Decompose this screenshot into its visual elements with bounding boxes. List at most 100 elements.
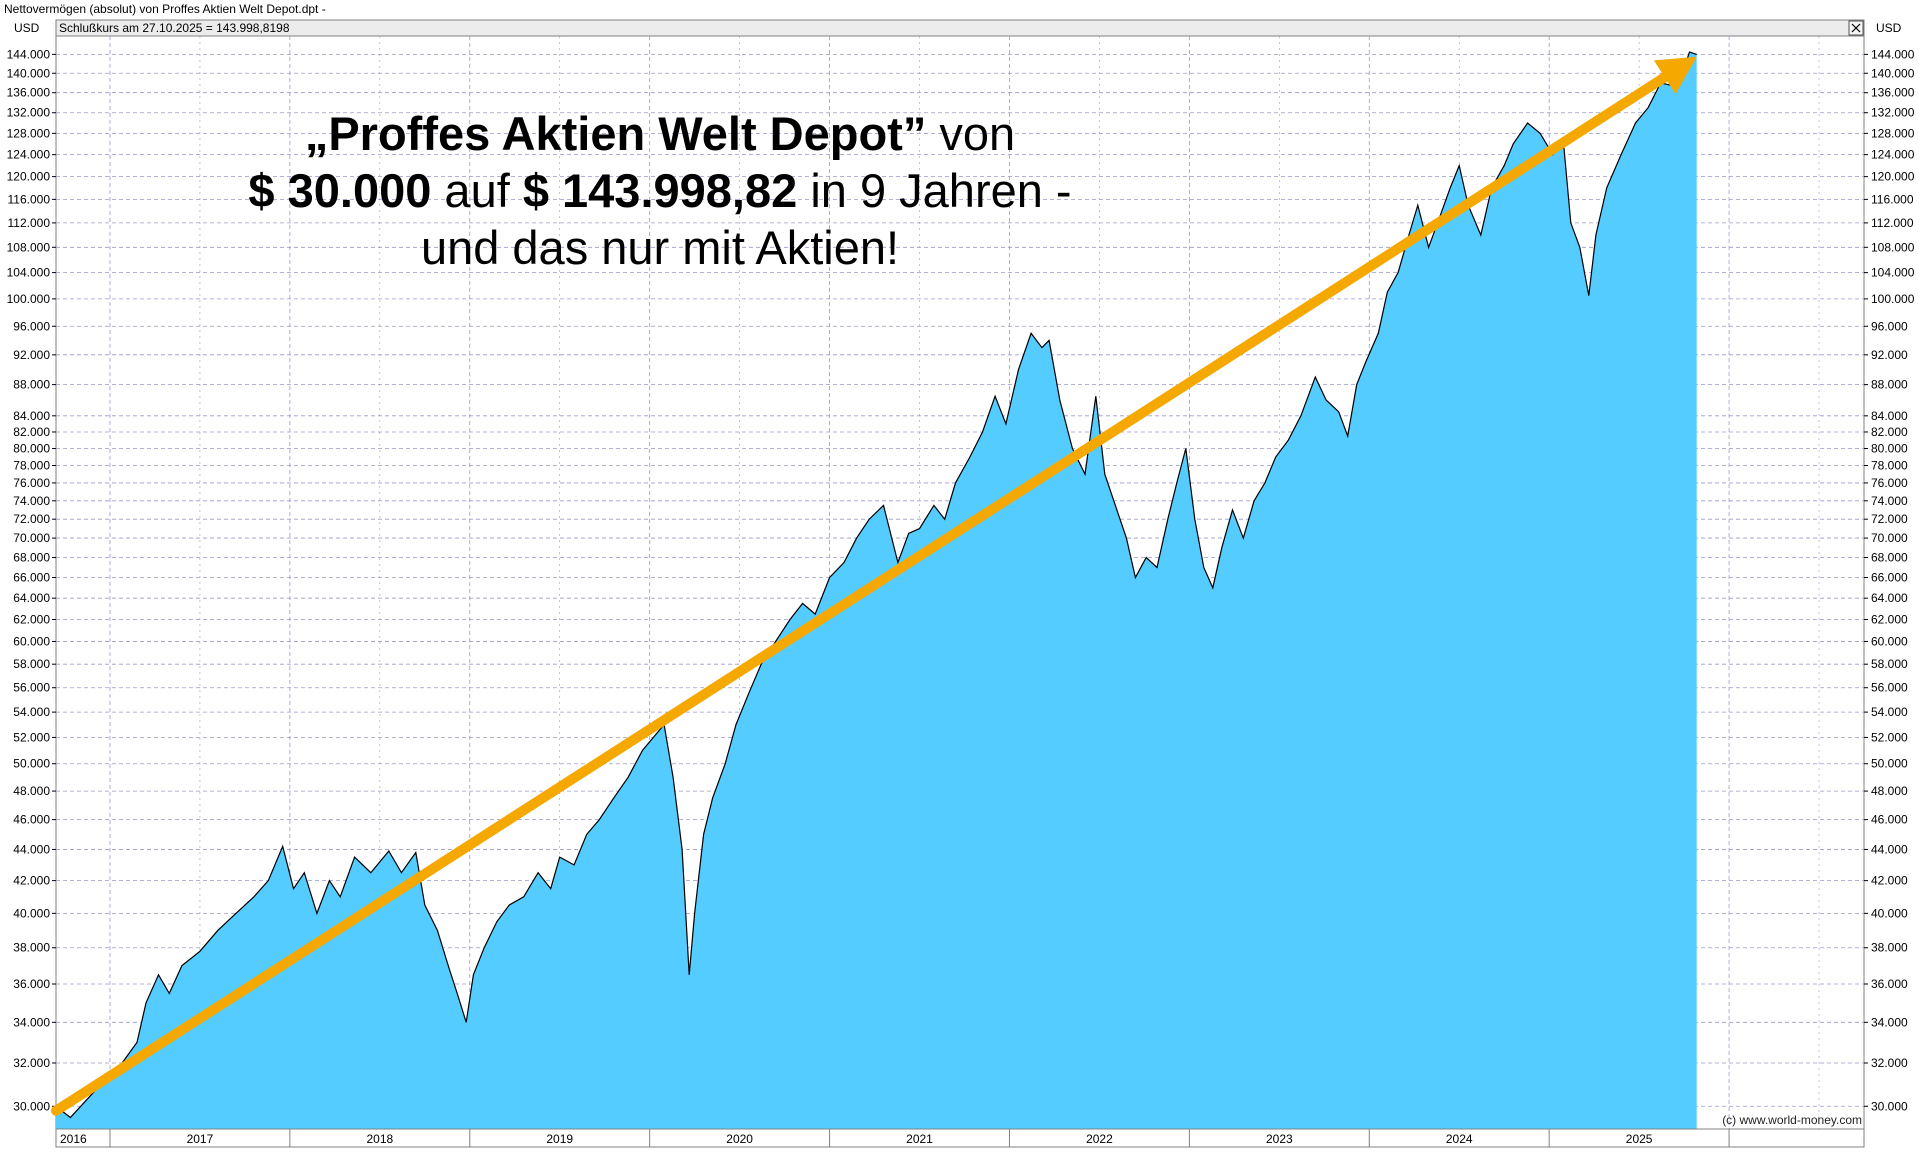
y-tick-label: 50.000 bbox=[13, 757, 50, 771]
y-tick-label: 124.000 bbox=[7, 148, 51, 162]
year-label: 2020 bbox=[726, 1132, 753, 1146]
y-tick-label: 82.000 bbox=[13, 425, 50, 439]
y-tick-label: 58.000 bbox=[13, 657, 50, 671]
y-tick-label: 96.000 bbox=[1871, 319, 1908, 333]
y-tick-label: 50.000 bbox=[1871, 757, 1908, 771]
window-title: Nettovermögen (absolut) von Proffes Akti… bbox=[4, 2, 326, 16]
series-area-fill bbox=[56, 52, 1697, 1129]
y-tick-label: 140.000 bbox=[7, 66, 51, 80]
year-label: 2018 bbox=[366, 1132, 393, 1146]
y-tick-label: 100.000 bbox=[1871, 292, 1915, 306]
y-tick-label: 82.000 bbox=[1871, 425, 1908, 439]
y-tick-label: 42.000 bbox=[1871, 874, 1908, 888]
y-tick-label: 128.000 bbox=[7, 126, 51, 140]
start-amount: $ 30.000 bbox=[248, 164, 432, 217]
y-tick-label: 38.000 bbox=[1871, 941, 1908, 955]
y-tick-label: 72.000 bbox=[1871, 512, 1908, 526]
x-axis-years: 2016 2017 2018 2019 2020 2021 2022 2023 2024 2025 bbox=[60, 1129, 1730, 1147]
y-tick-label: 64.000 bbox=[13, 591, 50, 605]
y-tick-label: 104.000 bbox=[7, 266, 51, 280]
y-tick-label: 108.000 bbox=[7, 240, 51, 254]
year-label: 2025 bbox=[1626, 1132, 1653, 1146]
y-tick-label: 88.000 bbox=[1871, 378, 1908, 392]
y-tick-label: 92.000 bbox=[13, 348, 50, 362]
y-tick-label: 116.000 bbox=[1871, 192, 1914, 206]
y-tick-label: 48.000 bbox=[13, 784, 50, 798]
year-label: 2022 bbox=[1086, 1132, 1113, 1146]
y-tick-label: 74.000 bbox=[1871, 494, 1908, 508]
y-tick-label: 30.000 bbox=[13, 1099, 50, 1113]
y-tick-label: 70.000 bbox=[13, 531, 50, 545]
y-tick-label: 76.000 bbox=[13, 476, 50, 490]
y-tick-label: 60.000 bbox=[1871, 634, 1908, 648]
y-tick-label: 38.000 bbox=[13, 941, 50, 955]
y-tick-label: 62.000 bbox=[1871, 612, 1908, 626]
currency-label-right: USD bbox=[1876, 21, 1902, 35]
trend-arrow-head bbox=[1653, 56, 1697, 95]
headline-line-1: „Proffes Aktien Welt Depot” von bbox=[160, 105, 1160, 162]
info-line: Schlußkurs am 27.10.2025 = 143.998,8198 bbox=[59, 21, 290, 35]
y-tick-label: 144.000 bbox=[7, 47, 51, 61]
y-tick-label: 80.000 bbox=[13, 442, 50, 456]
y-tick-label: 74.000 bbox=[13, 494, 50, 508]
headline-auf: auf bbox=[431, 164, 523, 217]
y-tick-label: 44.000 bbox=[1871, 842, 1908, 856]
y-tick-label: 100.000 bbox=[7, 292, 51, 306]
y-tick-label: 112.000 bbox=[8, 216, 51, 230]
x-axis-strip bbox=[55, 1128, 1865, 1148]
y-tick-label: 34.000 bbox=[13, 1015, 50, 1029]
y-tick-label: 56.000 bbox=[13, 681, 50, 695]
y-axis-left: 30.000 32.000 34.000 36.000 38.000 40.000 42.0… bbox=[7, 47, 56, 1113]
year-label: 2023 bbox=[1266, 1132, 1293, 1146]
y-tick-label: 36.000 bbox=[1871, 977, 1908, 991]
y-tick-label: 84.000 bbox=[1871, 409, 1908, 423]
y-tick-label: 116.000 bbox=[8, 192, 51, 206]
y-tick-label: 140.000 bbox=[1871, 66, 1915, 80]
y-tick-label: 56.000 bbox=[1871, 681, 1908, 695]
series-area bbox=[55, 51, 1697, 1129]
y-tick-label: 88.000 bbox=[13, 378, 50, 392]
y-tick-label: 68.000 bbox=[1871, 551, 1908, 565]
y-tick-label: 144.000 bbox=[1871, 47, 1915, 61]
y-tick-label: 48.000 bbox=[1871, 784, 1908, 798]
y-tick-label: 80.000 bbox=[1871, 442, 1908, 456]
y-tick-label: 132.000 bbox=[1871, 106, 1915, 120]
y-tick-label: 46.000 bbox=[13, 813, 50, 827]
y-tick-label: 58.000 bbox=[1871, 657, 1908, 671]
year-label: 2019 bbox=[546, 1132, 573, 1146]
y-tick-label: 120.000 bbox=[7, 170, 51, 184]
y-tick-label: 40.000 bbox=[1871, 906, 1908, 920]
headline-years: in 9 Jahren - bbox=[797, 164, 1072, 217]
y-tick-label: 30.000 bbox=[1871, 1099, 1908, 1113]
year-label: 2024 bbox=[1446, 1132, 1473, 1146]
y-tick-label: 96.000 bbox=[13, 319, 50, 333]
y-tick-label: 124.000 bbox=[1871, 148, 1915, 162]
y-tick-label: 78.000 bbox=[1871, 459, 1908, 473]
y-tick-label: 132.000 bbox=[7, 106, 51, 120]
y-tick-label: 62.000 bbox=[13, 612, 50, 626]
y-tick-label: 128.000 bbox=[1871, 126, 1915, 140]
close-icon[interactable] bbox=[1848, 20, 1864, 36]
y-tick-label: 36.000 bbox=[13, 977, 50, 991]
info-bar bbox=[55, 19, 1865, 37]
y-tick-label: 54.000 bbox=[1871, 705, 1908, 719]
y-tick-label: 92.000 bbox=[1871, 348, 1908, 362]
year-label: 2021 bbox=[906, 1132, 933, 1146]
y-tick-label: 76.000 bbox=[1871, 476, 1908, 490]
currency-label-left: USD bbox=[14, 21, 40, 35]
y-axis-right: 30.000 32.000 34.000 36.000 38.000 40.000 42.0… bbox=[1864, 47, 1915, 1113]
y-tick-label: 32.000 bbox=[13, 1056, 50, 1070]
y-tick-label: 54.000 bbox=[13, 705, 50, 719]
end-amount: $ 143.998,82 bbox=[522, 164, 798, 217]
depot-name: „Proffes Aktien Welt Depot” bbox=[304, 107, 927, 160]
y-tick-label: 136.000 bbox=[1871, 86, 1915, 100]
y-tick-label: 84.000 bbox=[13, 409, 50, 423]
y-tick-label: 60.000 bbox=[13, 634, 50, 648]
y-tick-label: 108.000 bbox=[1871, 240, 1915, 254]
y-tick-label: 136.000 bbox=[7, 86, 51, 100]
y-tick-label: 68.000 bbox=[13, 551, 50, 565]
y-tick-label: 52.000 bbox=[13, 730, 50, 744]
series-line bbox=[55, 51, 1697, 1119]
y-tick-label: 66.000 bbox=[1871, 571, 1908, 585]
